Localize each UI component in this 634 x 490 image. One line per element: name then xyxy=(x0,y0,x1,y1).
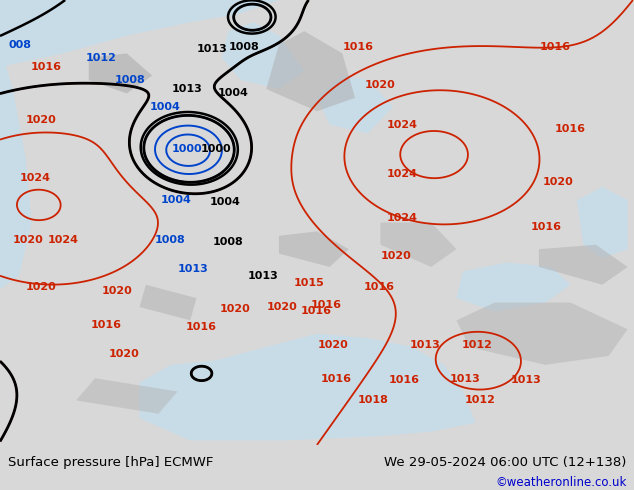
Polygon shape xyxy=(577,187,628,258)
Text: 1004: 1004 xyxy=(210,197,240,207)
Text: ©weatheronline.co.uk: ©weatheronline.co.uk xyxy=(495,476,626,490)
Text: 1024: 1024 xyxy=(387,120,418,129)
Text: 1012: 1012 xyxy=(462,340,492,350)
Text: 1013: 1013 xyxy=(450,374,480,384)
Polygon shape xyxy=(266,31,355,111)
Text: 1000: 1000 xyxy=(172,144,202,154)
Polygon shape xyxy=(139,334,476,441)
Text: 1020: 1020 xyxy=(102,287,133,296)
Text: 1020: 1020 xyxy=(26,282,56,292)
Text: 1008: 1008 xyxy=(115,75,145,85)
Text: 1016: 1016 xyxy=(389,375,420,386)
Text: 1016: 1016 xyxy=(186,322,217,332)
Text: 1024: 1024 xyxy=(387,169,418,178)
Text: 1008: 1008 xyxy=(155,235,185,245)
Text: 1013: 1013 xyxy=(197,44,228,54)
Text: 1020: 1020 xyxy=(318,340,348,350)
Text: 1024: 1024 xyxy=(20,173,50,183)
Text: 1016: 1016 xyxy=(540,42,570,52)
Polygon shape xyxy=(76,378,178,414)
Polygon shape xyxy=(222,22,304,89)
Text: 1016: 1016 xyxy=(555,124,586,134)
Text: 1016: 1016 xyxy=(301,306,331,316)
Text: 1020: 1020 xyxy=(108,349,139,359)
Text: 1013: 1013 xyxy=(248,271,278,281)
Text: 1024: 1024 xyxy=(387,213,418,223)
Text: 1013: 1013 xyxy=(410,340,440,350)
Polygon shape xyxy=(0,0,32,289)
Polygon shape xyxy=(380,222,456,267)
Text: 1004: 1004 xyxy=(150,102,180,112)
Text: 1024: 1024 xyxy=(48,235,79,245)
Text: 1004: 1004 xyxy=(161,195,191,205)
Text: 1013: 1013 xyxy=(172,84,202,94)
Text: 1018: 1018 xyxy=(358,394,388,405)
Polygon shape xyxy=(539,245,628,285)
Text: 1020: 1020 xyxy=(26,115,56,125)
Text: 1020: 1020 xyxy=(543,177,573,187)
Polygon shape xyxy=(456,302,628,365)
Text: 1013: 1013 xyxy=(511,375,541,386)
Text: 1004: 1004 xyxy=(218,88,249,98)
Polygon shape xyxy=(139,285,197,320)
Text: 1016: 1016 xyxy=(311,300,342,310)
Polygon shape xyxy=(279,231,349,267)
Text: 1020: 1020 xyxy=(267,302,297,312)
Text: 1008: 1008 xyxy=(213,238,243,247)
Text: 1016: 1016 xyxy=(531,222,562,232)
Text: Surface pressure [hPa] ECMWF: Surface pressure [hPa] ECMWF xyxy=(8,456,213,468)
Polygon shape xyxy=(317,75,393,133)
Text: 1016: 1016 xyxy=(364,282,394,292)
Text: 1000: 1000 xyxy=(200,144,231,154)
Text: 1016: 1016 xyxy=(31,62,61,72)
Text: 1015: 1015 xyxy=(294,278,325,289)
Text: 1013: 1013 xyxy=(178,264,208,274)
Text: 1020: 1020 xyxy=(219,304,250,314)
Text: 1016: 1016 xyxy=(91,320,122,330)
Text: 1020: 1020 xyxy=(381,251,411,261)
Text: 1020: 1020 xyxy=(365,79,396,90)
Text: 1016: 1016 xyxy=(321,374,351,384)
Text: 1020: 1020 xyxy=(13,235,44,245)
Text: 1012: 1012 xyxy=(465,395,496,405)
Polygon shape xyxy=(456,263,571,312)
Polygon shape xyxy=(89,53,152,94)
Text: 008: 008 xyxy=(9,40,32,50)
Text: 1008: 1008 xyxy=(229,42,259,52)
Polygon shape xyxy=(0,0,279,67)
Text: We 29-05-2024 06:00 UTC (12+138): We 29-05-2024 06:00 UTC (12+138) xyxy=(384,456,626,468)
Text: 1016: 1016 xyxy=(343,42,373,52)
Text: 1012: 1012 xyxy=(86,53,117,63)
